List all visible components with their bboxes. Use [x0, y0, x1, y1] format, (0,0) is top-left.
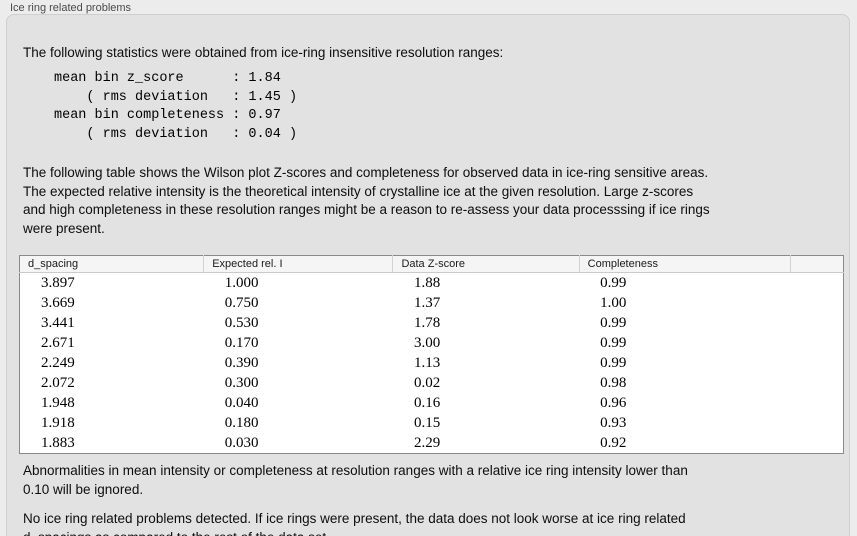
- table-cell-empty: [790, 413, 843, 433]
- table-cell[interactable]: 0.030: [224, 434, 259, 451]
- table-cell[interactable]: 2.29: [413, 434, 441, 451]
- intro-text: The following statistics were obtained f…: [23, 45, 504, 60]
- column-header-empty: [789, 255, 844, 273]
- table-cell[interactable]: 0.040: [224, 394, 259, 411]
- table-cell[interactable]: 0.92: [600, 434, 627, 451]
- table-cell[interactable]: 0.390: [224, 354, 259, 371]
- table-row[interactable]: 1.948 0.040 0.16 0.96: [20, 393, 844, 413]
- column-header-d-spacing[interactable]: d_spacing: [19, 255, 204, 273]
- column-header-expected-rel-i[interactable]: Expected rel. I: [203, 255, 393, 273]
- table-cell[interactable]: 0.99: [600, 314, 627, 331]
- table-cell[interactable]: 0.530: [224, 314, 259, 331]
- table-cell[interactable]: 1.918: [41, 414, 75, 431]
- table-cell[interactable]: 0.93: [600, 414, 627, 431]
- ice-ring-table: d_spacing Expected rel. I Data Z-score C…: [19, 255, 844, 454]
- table-cell[interactable]: 3.441: [41, 314, 75, 331]
- column-header-completeness[interactable]: Completeness: [578, 255, 791, 273]
- table-description: The following table shows the Wilson plo…: [23, 165, 710, 236]
- table-cell-empty: [790, 373, 843, 393]
- table-cell[interactable]: 0.180: [224, 414, 259, 431]
- table-cell[interactable]: 0.99: [600, 334, 627, 351]
- table-cell-empty: [790, 433, 843, 454]
- table-cell-empty: [790, 393, 843, 413]
- ignore-note: Abnormalities in mean intensity or compl…: [23, 463, 688, 497]
- table-cell-empty: [790, 353, 843, 373]
- table-cell-empty: [790, 333, 843, 353]
- table-cell[interactable]: 2.671: [41, 334, 75, 351]
- table-cell-empty: [790, 293, 843, 313]
- table-cell[interactable]: 1.37: [413, 294, 441, 311]
- stats-line: mean bin z_score : 1.84: [54, 71, 281, 86]
- stats-line: ( rms deviation : 0.04 ): [54, 126, 298, 142]
- table-row[interactable]: 3.669 0.750 1.37 1.00: [20, 293, 844, 313]
- table-header-row: d_spacing Expected rel. I Data Z-score C…: [19, 255, 844, 273]
- table-cell[interactable]: 0.300: [224, 374, 259, 391]
- table-cell[interactable]: 3.00: [413, 334, 441, 351]
- table-cell[interactable]: 1.88: [413, 274, 441, 291]
- table-cell[interactable]: 0.170: [224, 334, 259, 351]
- table-cell[interactable]: 1.948: [41, 394, 75, 411]
- groupbox-title: Ice ring related problems: [10, 2, 132, 14]
- table-cell[interactable]: 0.99: [600, 354, 627, 371]
- table-row[interactable]: 2.249 0.390 1.13 0.99: [20, 353, 844, 373]
- table-cell[interactable]: 1.78: [413, 314, 441, 331]
- table-cell[interactable]: 3.669: [41, 294, 75, 311]
- conclusion-text: No ice ring related problems detected. I…: [23, 511, 686, 536]
- table-row[interactable]: 1.918 0.180 0.15 0.93: [20, 413, 844, 433]
- ice-ring-table-container: d_spacing Expected rel. I Data Z-score C…: [19, 255, 844, 454]
- table-cell[interactable]: 1.00: [600, 294, 627, 311]
- table-row[interactable]: 2.072 0.300 0.02 0.98: [20, 373, 844, 393]
- stats-line: ( rms deviation : 1.45 ): [54, 89, 298, 105]
- table-row[interactable]: 1.883 0.030 2.29 0.92: [20, 433, 844, 454]
- table-cell[interactable]: 0.98: [600, 374, 627, 391]
- table-cell[interactable]: 0.96: [600, 394, 627, 411]
- table-cell[interactable]: 0.02: [413, 374, 441, 391]
- table-cell[interactable]: 0.99: [600, 274, 627, 291]
- ice-ring-panel: The following statistics were obtained f…: [6, 14, 850, 536]
- stats-line: mean bin completeness : 0.97: [54, 108, 281, 123]
- table-cell[interactable]: 1.13: [413, 354, 441, 371]
- stats-block: mean bin z_score : 1.84 ( rms deviation …: [54, 70, 297, 144]
- table-row[interactable]: 3.441 0.530 1.78 0.99: [20, 313, 844, 333]
- table-cell[interactable]: 3.897: [41, 274, 75, 291]
- table-row[interactable]: 3.897 1.000 1.88 0.99: [20, 273, 844, 294]
- table-cell[interactable]: 2.072: [41, 374, 75, 391]
- table-cell[interactable]: 0.750: [224, 294, 259, 311]
- column-header-data-z-score[interactable]: Data Z-score: [392, 255, 580, 273]
- table-cell[interactable]: 1.000: [224, 274, 259, 291]
- table-cell[interactable]: 1.883: [41, 434, 75, 451]
- table-cell-empty: [790, 273, 843, 294]
- table-cell[interactable]: 2.249: [41, 354, 75, 371]
- table-cell-empty: [790, 313, 843, 333]
- table-cell[interactable]: 0.15: [413, 414, 441, 431]
- table-row[interactable]: 2.671 0.170 3.00 0.99: [20, 333, 844, 353]
- table-cell[interactable]: 0.16: [413, 394, 441, 411]
